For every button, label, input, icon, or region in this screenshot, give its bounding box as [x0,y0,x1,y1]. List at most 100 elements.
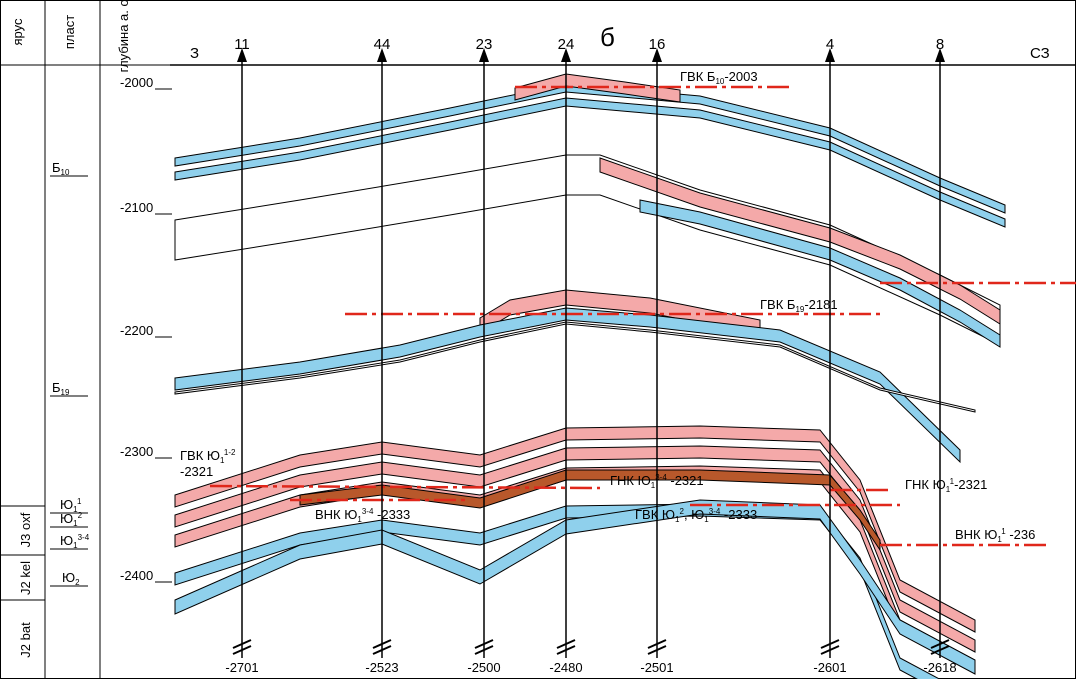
label-part: 1 [357,515,362,524]
label-part: ГНК Ю [905,477,946,492]
contact-label: ГВК Ю12, Ю13-4 -2333 [635,507,757,524]
well-bottom: -2523 [365,660,398,675]
label-part: ГВК Ю [635,507,675,522]
label-part: -236 [1006,527,1036,542]
well-arrow [561,48,571,62]
layer-label: Б19 [52,380,70,397]
depth-label: -2100 [120,200,153,215]
well-name: 24 [558,36,575,53]
label-part: 2 [78,511,83,520]
well-break [820,639,840,655]
label-part: -2321 [667,473,704,488]
label-part: 3-4 [655,473,667,482]
contact-label: ВНК Ю11 -236 [955,527,1035,544]
depth-label: -2400 [120,568,153,583]
well-arrow [479,48,489,62]
label-part: 1-2 [224,448,236,457]
label-part: -2181 [804,297,837,312]
well-break [647,639,667,655]
label-part: 1 [220,456,225,465]
well-name: 44 [374,36,391,53]
label-part: ГВК Ю [180,448,220,463]
label-part: 1 [997,535,1002,544]
column-title: ярус [10,18,25,45]
label-part: 2 [679,507,684,516]
column-title: пласт [62,15,77,49]
label-part: Ю [62,570,75,585]
rock-layer [174,307,961,464]
layer-label: Ю12 [60,511,83,528]
label-part: 1 [73,505,78,514]
well-break [556,639,576,655]
label-part: 19 [61,388,70,397]
contact-label: ВНК Ю13-4 -2333 [315,507,410,524]
label-part: 1 [73,541,78,550]
label-part: Ю [60,511,73,526]
well-bottom: -2701 [225,660,258,675]
label-part: ГВК Б [760,297,795,312]
contact-label: ГВК Ю11-2 [180,448,236,465]
rock-layer [174,445,976,653]
contact-label: ГНК Ю13-4 -2321 [610,473,704,490]
rock-layer [174,97,1006,228]
layer-label: Ю13-4 [60,533,90,550]
label-part: ВНК Ю [315,507,357,522]
column-title: глубина а. о. [116,0,131,72]
label-part: 10 [61,168,70,177]
well-arrow [377,48,387,62]
label-part: 1 [77,497,82,506]
well-break [372,639,392,655]
depth-label: -2200 [120,323,153,338]
label-part: 1 [73,519,78,528]
well-bottom: -2480 [549,660,582,675]
layer-label: Ю2 [62,570,80,587]
label-part: 1 [704,515,709,524]
panel-label: б [600,22,615,52]
rock-layer [299,469,881,552]
label-part: -2333 [373,507,410,522]
contact-depth: -2321 [180,464,213,479]
label-part: 1 [946,485,951,494]
label-part: 10 [715,77,724,86]
layer-label: Б10 [52,160,70,177]
label-part: 3-4 [709,507,721,516]
well-bottom: -2601 [813,660,846,675]
well-name: 16 [649,36,666,53]
stage-label: J2 kel [18,561,33,595]
contact-line [209,484,601,490]
layer-label: Ю11 [60,497,82,514]
rock-layer [174,425,976,633]
label-part: 3-4 [362,507,374,516]
well-break [930,639,950,655]
label-part: 1 [1001,527,1006,536]
label-part: 19 [795,305,804,314]
rock-layer [174,321,976,413]
depth-label: -2000 [120,75,153,90]
well-bottom: -2501 [640,660,673,675]
label-part: -2003 [724,69,757,84]
well-arrow [825,48,835,62]
contact-label: ГВК Б19-2181 [760,297,838,314]
label-part: -2333 [720,507,757,522]
well-name: 11 [234,36,250,53]
label-part: ГВК Б [680,69,715,84]
well-name: 23 [476,36,493,53]
label-part: -2321 [954,477,987,492]
direction: СЗ [1030,45,1050,62]
depth-label: -2300 [120,444,153,459]
well-name: 8 [936,36,944,53]
well-bottom: -2500 [467,660,500,675]
label-part: ВНК Ю [955,527,997,542]
label-part: 2 [75,578,80,587]
well-bottom: -2618 [923,660,956,675]
label-part: ГНК Ю [610,473,651,488]
well-name: 4 [826,36,834,53]
label-part: Ю [60,533,73,548]
label-part: 1 [675,515,680,524]
stage-label: J2 bat [18,622,33,658]
label-part: 1 [651,481,656,490]
label-part: Б [52,380,61,395]
contact-label: ГНК Ю11-2321 [905,477,987,494]
